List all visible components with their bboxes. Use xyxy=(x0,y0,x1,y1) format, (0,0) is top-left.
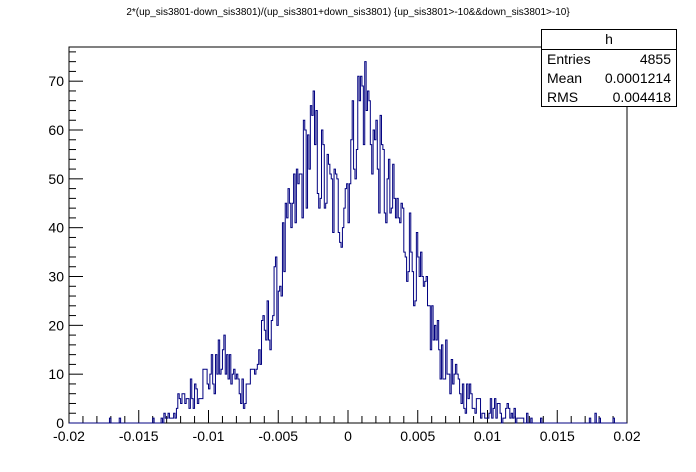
axis-ticks xyxy=(68,51,628,424)
chart-title: 2*(up_sis3801-down_sis3801)/(up_sis3801+… xyxy=(126,7,570,18)
y-tick-label: 20 xyxy=(48,317,64,333)
stats-row-mean: Mean 0.0001214 xyxy=(542,69,676,88)
y-tick-label: 30 xyxy=(48,269,64,285)
x-tick-label: -0.02 xyxy=(53,428,85,444)
histogram-line xyxy=(69,61,627,424)
stats-box: h Entries 4855 Mean 0.0001214 RMS 0.0044… xyxy=(541,29,677,107)
y-tick-label: 40 xyxy=(48,220,64,236)
stats-rms-label: RMS xyxy=(547,89,579,105)
x-tick-labels: -0.02 -0.015 -0.01 -0.005 0 0.005 0.01 0.015 0.0… xyxy=(53,428,641,444)
y-tick-labels: 0 10 20 30 40 50 60 70 xyxy=(48,73,64,431)
stats-entries-value: 4855 xyxy=(639,51,671,67)
stats-row-entries: Entries 4855 xyxy=(542,50,676,69)
x-tick-label: 0.015 xyxy=(540,428,575,444)
stats-row-rms: RMS 0.004418 xyxy=(542,88,676,107)
y-tick-label: 10 xyxy=(48,366,64,382)
x-tick-label: 0.01 xyxy=(474,428,501,444)
y-tick-label: 50 xyxy=(48,171,64,187)
stats-histogram-name: h xyxy=(542,30,676,50)
y-tick-label: 70 xyxy=(48,73,64,89)
y-tick-label: 60 xyxy=(48,122,64,138)
x-tick-label: 0 xyxy=(344,428,352,444)
x-tick-label: -0.005 xyxy=(258,428,298,444)
x-tick-label: -0.01 xyxy=(193,428,225,444)
stats-mean-value: 0.0001214 xyxy=(604,70,671,86)
x-tick-label: 0.02 xyxy=(613,428,640,444)
stats-mean-label: Mean xyxy=(547,70,583,86)
y-tick-label: 0 xyxy=(56,415,64,431)
x-tick-label: -0.015 xyxy=(119,428,159,444)
stats-rms-value: 0.004418 xyxy=(612,89,671,105)
x-tick-label: 0.005 xyxy=(400,428,435,444)
stats-entries-label: Entries xyxy=(547,51,591,67)
